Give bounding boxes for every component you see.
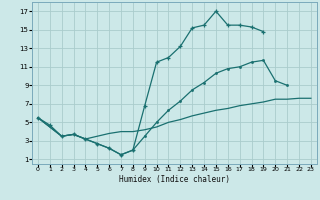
X-axis label: Humidex (Indice chaleur): Humidex (Indice chaleur) — [119, 175, 230, 184]
